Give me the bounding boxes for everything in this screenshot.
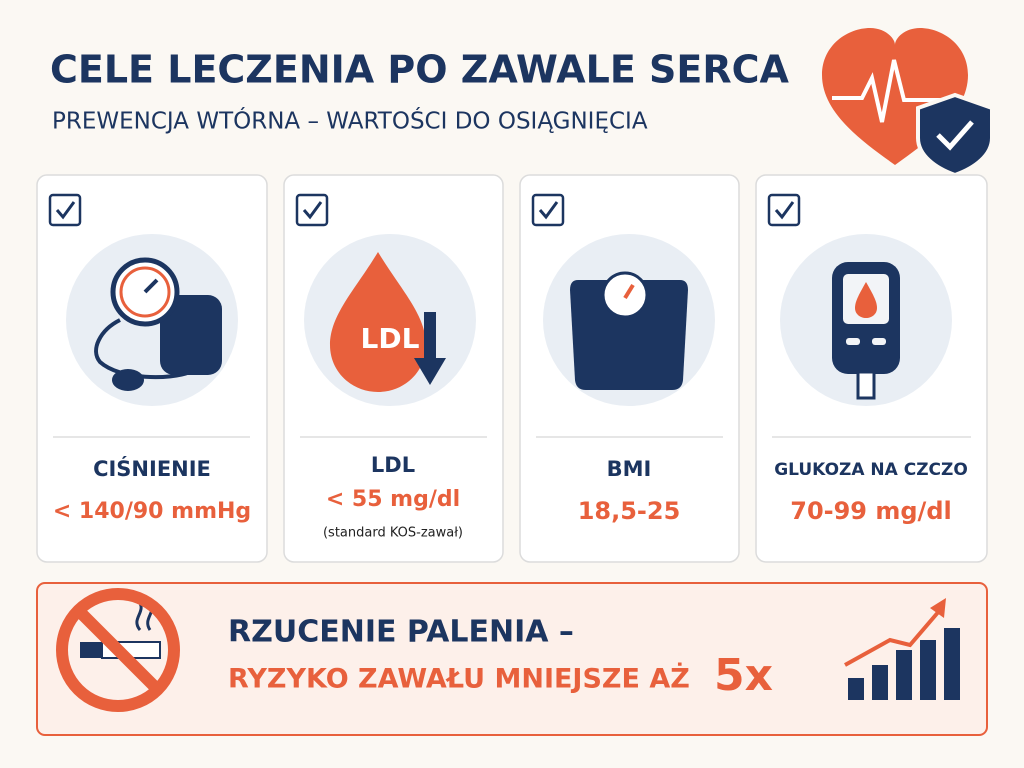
card-label: CIŚNIENIE <box>93 456 211 481</box>
drop-label: LDL <box>361 322 420 355</box>
heart-icon <box>822 28 994 178</box>
title: CELE LECZENIA PO ZAWALE SERCA <box>50 48 790 92</box>
card-value: 70-99 mg/dl <box>790 497 951 525</box>
banner-emphasis: 5x <box>714 650 773 701</box>
card-label: GLUKOZA NA CZCZO <box>774 460 968 480</box>
banner-line2: RYZYKO ZAWAŁU MNIEJSZE AŻ <box>228 663 690 695</box>
card-value: < 140/90 mmHg <box>53 499 251 524</box>
subtitle: PREWENCJA WTÓRNA – WARTOŚCI DO OSIĄGNIĘC… <box>52 107 648 135</box>
card-bp <box>36 174 268 563</box>
banner-line1: RZUCENIE PALENIA – <box>228 615 574 650</box>
card-value: 18,5-25 <box>578 497 681 525</box>
banner <box>36 582 988 736</box>
card-label: BMI <box>607 457 652 481</box>
card-ldl <box>283 174 504 563</box>
card-bmi <box>519 174 740 563</box>
card-glucose <box>755 174 988 563</box>
card-note: (standard KOS-zawał) <box>323 526 463 541</box>
card-value: < 55 mg/dl <box>326 487 460 512</box>
card-label: LDL <box>371 453 415 477</box>
